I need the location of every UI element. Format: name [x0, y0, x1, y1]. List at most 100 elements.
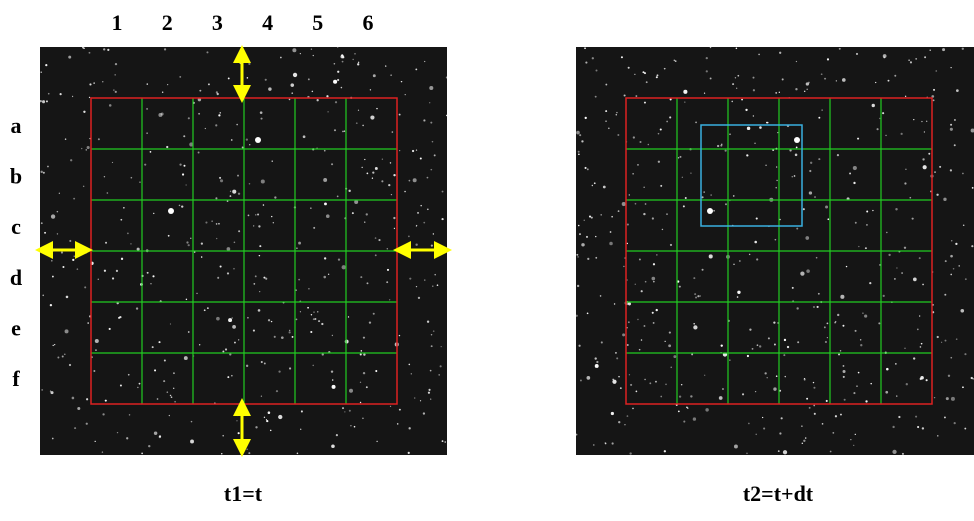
particle: [964, 353, 966, 355]
particle: [52, 345, 53, 346]
particle: [917, 329, 919, 331]
particle: [128, 374, 130, 376]
particle: [632, 173, 633, 174]
particle: [430, 122, 432, 124]
particle: [926, 379, 928, 381]
particle: [154, 369, 156, 371]
particle: [433, 330, 435, 332]
particle: [326, 214, 330, 218]
particle: [216, 317, 220, 321]
particle: [827, 337, 828, 338]
particle: [272, 161, 273, 162]
particle: [944, 417, 946, 419]
particle: [655, 381, 657, 383]
particle: [334, 63, 336, 65]
particle: [183, 165, 185, 167]
particle: [948, 375, 950, 377]
particle: [843, 370, 846, 373]
particle: [794, 137, 800, 143]
particle: [393, 174, 395, 176]
particle: [253, 330, 255, 332]
particle: [945, 260, 947, 262]
particle: [434, 154, 436, 156]
particle: [657, 74, 659, 76]
particle: [361, 350, 363, 352]
particle: [113, 89, 114, 90]
particle: [690, 395, 692, 397]
particle: [62, 266, 64, 268]
particle: [231, 139, 233, 141]
particle: [706, 70, 708, 72]
particle: [892, 426, 894, 428]
particle: [234, 242, 236, 244]
particle: [837, 154, 839, 156]
particle: [77, 407, 80, 410]
particle: [154, 432, 157, 435]
particle: [363, 337, 365, 339]
particle: [753, 115, 754, 116]
particle: [152, 275, 154, 277]
particle: [595, 257, 597, 259]
particle: [878, 322, 880, 324]
particle: [579, 233, 581, 235]
particle: [333, 80, 337, 84]
particle: [777, 132, 778, 133]
particle: [423, 119, 425, 121]
particle: [616, 114, 617, 115]
particle: [215, 124, 217, 126]
particle: [228, 318, 232, 322]
particle: [683, 90, 687, 94]
particle: [348, 316, 349, 317]
particle: [300, 429, 301, 430]
particle: [432, 286, 433, 287]
particle: [653, 281, 655, 283]
particle: [237, 175, 239, 177]
particle: [804, 379, 806, 381]
particle: [929, 50, 930, 51]
particle: [104, 176, 105, 177]
particle: [923, 165, 927, 169]
particle: [670, 244, 672, 246]
particle: [605, 121, 606, 122]
particle: [629, 452, 631, 454]
particle: [796, 147, 798, 149]
particle: [595, 364, 599, 368]
particle: [382, 159, 383, 160]
particle: [232, 190, 236, 194]
particle: [164, 359, 166, 361]
particle: [112, 162, 113, 163]
particle: [611, 216, 613, 218]
particle: [313, 318, 315, 320]
particle: [115, 74, 116, 75]
particle: [86, 423, 88, 425]
particle: [183, 135, 185, 137]
particle: [612, 442, 614, 444]
particle: [835, 321, 837, 323]
particle: [685, 197, 687, 199]
particle: [937, 435, 938, 436]
particle: [170, 395, 171, 396]
particle: [920, 346, 922, 348]
particle: [328, 274, 329, 275]
particle: [150, 151, 152, 153]
particle: [188, 244, 190, 246]
particle: [115, 63, 117, 65]
particle: [687, 407, 689, 409]
column-label: 1: [112, 10, 123, 35]
particle: [902, 453, 904, 455]
particle: [710, 77, 712, 79]
particle: [853, 182, 855, 184]
particle: [646, 81, 648, 83]
particle: [268, 87, 271, 90]
particle: [806, 82, 809, 85]
particle: [840, 295, 844, 299]
particle: [757, 344, 759, 346]
particle: [675, 60, 677, 62]
particle: [950, 274, 952, 276]
particle: [937, 336, 939, 338]
particle: [236, 415, 237, 416]
particle: [361, 167, 362, 168]
column-label: 2: [162, 10, 173, 35]
particle: [123, 207, 125, 209]
particle: [249, 183, 251, 185]
